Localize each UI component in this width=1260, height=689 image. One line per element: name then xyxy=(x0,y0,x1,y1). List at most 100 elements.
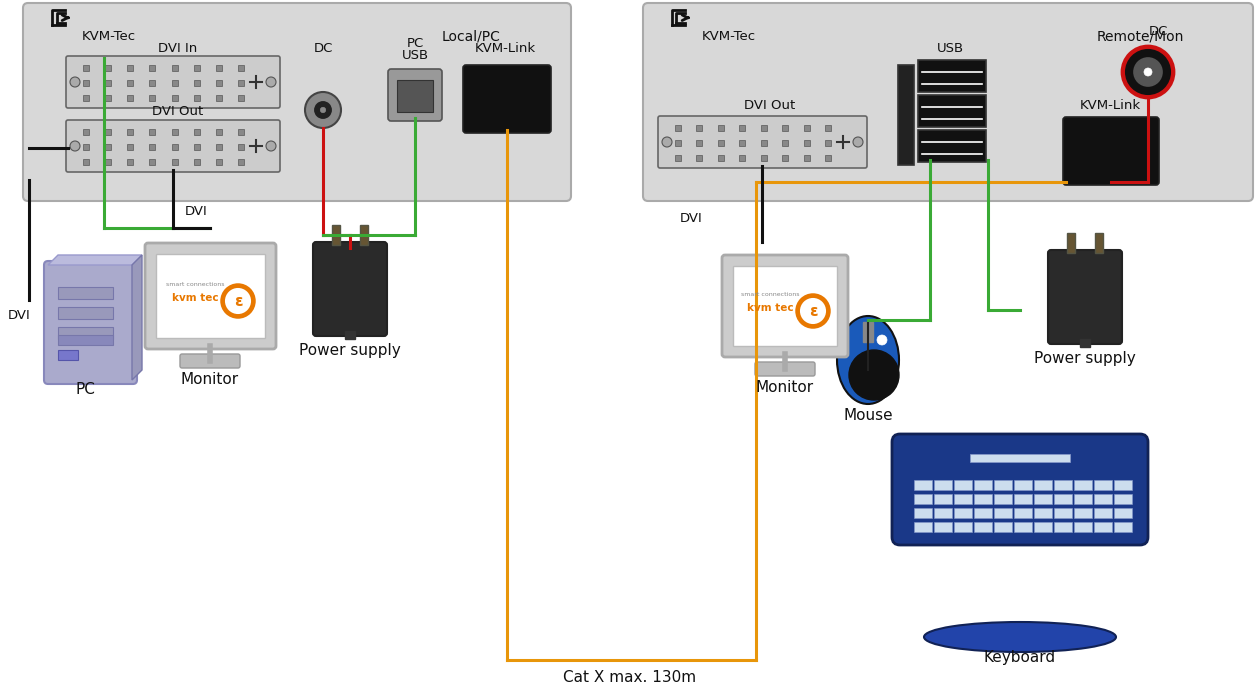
Bar xyxy=(825,155,832,161)
Bar xyxy=(934,480,953,490)
Bar xyxy=(58,350,78,360)
Bar xyxy=(194,80,200,86)
Text: Remote/Mon: Remote/Mon xyxy=(1096,29,1183,43)
Bar xyxy=(215,159,222,165)
Polygon shape xyxy=(48,255,142,265)
Circle shape xyxy=(226,289,249,313)
Bar xyxy=(127,144,134,150)
Bar xyxy=(970,454,1070,462)
FancyBboxPatch shape xyxy=(462,65,551,133)
Bar xyxy=(954,508,971,518)
Bar xyxy=(1014,522,1032,532)
Bar xyxy=(675,140,680,146)
Bar xyxy=(718,140,723,146)
Bar xyxy=(974,494,992,504)
Bar xyxy=(215,65,222,71)
Circle shape xyxy=(266,141,276,151)
Text: KVM-Link: KVM-Link xyxy=(475,42,536,55)
Bar xyxy=(718,125,723,131)
Text: smart connections: smart connections xyxy=(166,282,224,287)
Bar xyxy=(804,155,810,161)
Bar xyxy=(1114,522,1131,532)
Text: PC: PC xyxy=(407,37,423,50)
Bar xyxy=(105,144,111,150)
Circle shape xyxy=(1121,46,1174,98)
Bar xyxy=(697,125,702,131)
Bar xyxy=(194,95,200,101)
Bar xyxy=(782,125,789,131)
Bar xyxy=(83,159,89,165)
Bar xyxy=(215,95,222,101)
Circle shape xyxy=(662,137,672,147)
Circle shape xyxy=(222,285,255,317)
Bar xyxy=(150,65,155,71)
Text: Power supply: Power supply xyxy=(299,343,401,358)
Bar xyxy=(914,494,932,504)
Text: DVI Out: DVI Out xyxy=(745,99,795,112)
Bar xyxy=(919,95,987,127)
Text: DVI Out: DVI Out xyxy=(152,105,204,118)
Text: Monitor: Monitor xyxy=(756,380,814,395)
Bar xyxy=(1074,522,1092,532)
Bar xyxy=(127,159,134,165)
Bar xyxy=(58,327,113,339)
Bar xyxy=(697,155,702,161)
Bar xyxy=(782,140,789,146)
Text: Mouse: Mouse xyxy=(843,408,893,423)
Text: KVM-Link: KVM-Link xyxy=(1080,99,1140,112)
Circle shape xyxy=(801,299,825,323)
Bar xyxy=(171,95,178,101)
Bar xyxy=(1080,339,1090,347)
Bar xyxy=(954,494,971,504)
Text: Power supply: Power supply xyxy=(1034,351,1135,366)
Bar xyxy=(105,65,111,71)
FancyBboxPatch shape xyxy=(1063,117,1159,185)
Bar xyxy=(150,144,155,150)
Bar xyxy=(1014,480,1032,490)
FancyBboxPatch shape xyxy=(755,362,815,376)
FancyBboxPatch shape xyxy=(23,3,571,201)
Bar xyxy=(83,80,89,86)
Bar xyxy=(1094,522,1113,532)
Bar xyxy=(215,80,222,86)
Bar xyxy=(127,129,134,135)
Bar xyxy=(1067,233,1075,253)
Bar xyxy=(804,125,810,131)
Bar xyxy=(238,65,244,71)
Text: Keyboard: Keyboard xyxy=(984,650,1056,665)
Text: ε: ε xyxy=(234,294,242,309)
Bar xyxy=(1095,233,1102,253)
FancyBboxPatch shape xyxy=(892,434,1148,545)
Bar xyxy=(761,125,767,131)
Circle shape xyxy=(305,92,341,128)
Bar xyxy=(83,65,89,71)
Bar xyxy=(1014,494,1032,504)
Bar xyxy=(1055,508,1072,518)
Text: USB: USB xyxy=(936,42,964,55)
Text: Cat X max. 130m: Cat X max. 130m xyxy=(563,670,697,686)
Circle shape xyxy=(1134,58,1162,86)
Circle shape xyxy=(71,141,79,151)
Bar xyxy=(1114,480,1131,490)
Circle shape xyxy=(266,77,276,87)
Bar xyxy=(974,508,992,518)
Bar xyxy=(238,80,244,86)
Bar xyxy=(825,140,832,146)
FancyBboxPatch shape xyxy=(145,243,276,349)
FancyBboxPatch shape xyxy=(722,255,848,357)
Bar xyxy=(171,129,178,135)
Bar xyxy=(914,480,932,490)
Bar xyxy=(1014,508,1032,518)
Bar xyxy=(150,95,155,101)
Bar xyxy=(194,144,200,150)
Bar xyxy=(150,129,155,135)
Bar xyxy=(238,144,244,150)
Bar xyxy=(994,508,1012,518)
Bar xyxy=(934,522,953,532)
Bar xyxy=(397,80,433,112)
Bar xyxy=(994,494,1012,504)
Bar xyxy=(675,125,680,131)
Bar xyxy=(1034,494,1052,504)
Bar xyxy=(58,287,113,299)
Bar xyxy=(914,508,932,518)
